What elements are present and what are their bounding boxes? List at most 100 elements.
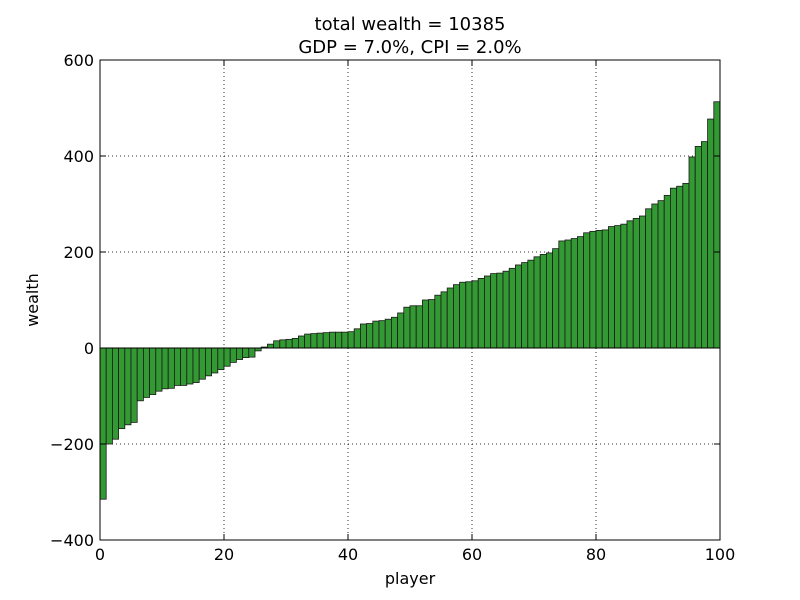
bar — [211, 347, 219, 374]
bar — [670, 187, 678, 349]
bar — [173, 347, 181, 386]
bar — [564, 239, 572, 349]
bar — [142, 347, 150, 398]
bar — [335, 331, 343, 349]
axis-ticks: 0 20 40 60 80 100 −400 −200 0 200 400 600 — [50, 51, 735, 564]
x-tick-label: 20 — [214, 545, 234, 564]
bar — [266, 343, 274, 349]
bar — [366, 323, 374, 349]
bar — [694, 145, 702, 349]
bar — [136, 347, 144, 402]
bar — [242, 347, 250, 359]
y-tick-label: −400 — [50, 531, 94, 550]
bar — [577, 236, 585, 349]
bar — [297, 335, 305, 349]
bar — [626, 220, 634, 349]
bar — [161, 347, 169, 390]
bar — [527, 259, 535, 349]
bar — [99, 347, 107, 500]
bar — [180, 347, 188, 386]
bar — [347, 331, 355, 349]
bar — [682, 182, 690, 349]
y-tick-label: 600 — [63, 51, 94, 70]
bar — [378, 320, 386, 349]
bars — [99, 101, 721, 500]
x-tick-label: 0 — [95, 545, 105, 564]
bar — [415, 305, 423, 349]
bar — [372, 320, 380, 349]
bar — [477, 277, 485, 349]
bar — [502, 270, 510, 349]
bar — [291, 337, 299, 349]
bar — [434, 294, 442, 349]
bar — [409, 305, 417, 349]
bar — [459, 281, 467, 349]
y-tick-label: 0 — [84, 339, 94, 358]
bar — [421, 299, 429, 349]
bar — [496, 272, 504, 349]
bar — [341, 331, 349, 349]
bar — [595, 229, 603, 349]
bar — [384, 318, 392, 349]
bar — [248, 347, 256, 358]
bar — [570, 238, 578, 349]
x-tick-label: 60 — [462, 545, 482, 564]
bar — [521, 262, 529, 349]
bar — [614, 225, 622, 349]
bar — [483, 275, 491, 349]
bar — [601, 229, 609, 349]
bar — [359, 323, 367, 349]
bar — [539, 253, 547, 349]
bar — [620, 223, 628, 349]
bar — [112, 347, 120, 440]
bar — [310, 333, 318, 349]
bar — [322, 332, 330, 349]
y-tick-label: −200 — [50, 435, 94, 454]
bar — [235, 347, 243, 360]
bar — [273, 340, 281, 349]
bar — [223, 347, 231, 367]
bar — [552, 248, 560, 349]
bar — [316, 332, 324, 349]
bar — [639, 215, 647, 349]
bar — [328, 331, 336, 349]
bar — [204, 347, 212, 377]
bar — [353, 328, 361, 349]
bar — [465, 281, 473, 349]
y-tick-label: 200 — [63, 243, 94, 262]
bar — [428, 299, 436, 349]
plot-area — [99, 59, 721, 541]
bar — [508, 267, 516, 349]
bar — [192, 347, 200, 383]
bar — [707, 118, 715, 349]
bar — [452, 284, 460, 349]
bar — [713, 101, 721, 349]
bar — [471, 280, 479, 349]
y-tick-label: 400 — [63, 147, 94, 166]
bar — [118, 347, 126, 430]
bar — [608, 226, 616, 349]
chart-subtitle: GDP = 7.0%, CPI = 2.0% — [298, 37, 521, 58]
bar — [198, 347, 206, 380]
x-axis-label: player — [385, 569, 436, 588]
bar — [583, 232, 591, 349]
bar — [149, 347, 157, 395]
x-tick-label: 80 — [586, 545, 606, 564]
bar — [688, 156, 696, 349]
bar — [155, 347, 163, 392]
x-tick-label: 100 — [705, 545, 736, 564]
bar — [217, 347, 225, 371]
y-axis-label: wealth — [23, 273, 42, 327]
bar — [304, 333, 312, 349]
bar — [285, 338, 293, 349]
bar — [105, 347, 113, 445]
bar — [124, 347, 132, 426]
bar — [589, 230, 597, 349]
bar — [645, 208, 653, 349]
chart-title: total wealth = 10385 — [315, 14, 506, 35]
bar — [440, 291, 448, 349]
bar — [546, 252, 554, 349]
bar — [533, 256, 541, 349]
bar — [403, 306, 411, 349]
